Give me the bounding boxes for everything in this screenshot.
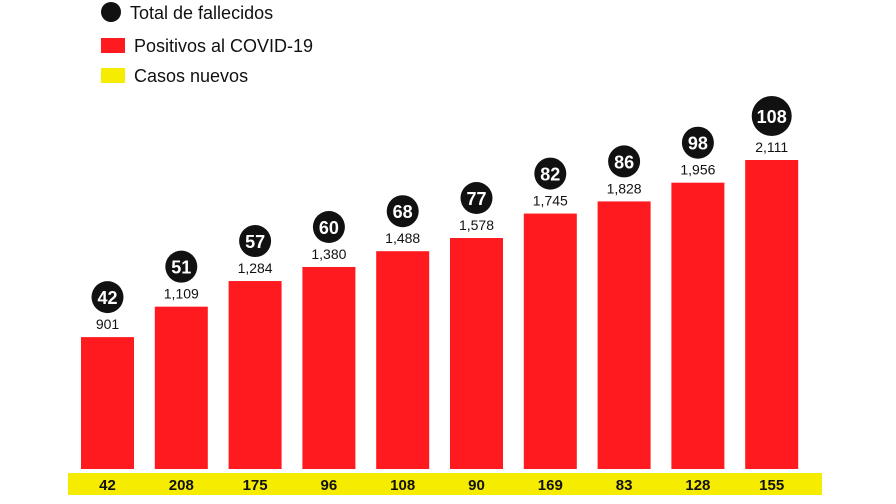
bar-positives [302,267,356,469]
deaths-circle [751,96,792,136]
new-cases-value-label: 155 [759,477,784,494]
legend-red-square-icon [101,38,125,53]
bar-positives [450,238,503,469]
deaths-circle [460,182,493,215]
bar-positives [523,213,577,469]
deaths-value-label: 86 [614,152,634,172]
deaths-circle [312,211,345,244]
deaths-circle [386,195,419,228]
bar-value-label: 901 [96,316,120,332]
legend-circle-icon [101,2,121,22]
bar-positives [154,306,208,469]
bar-value-label: 2,111 [755,139,788,155]
bar-value-label: 1,109 [164,286,199,302]
bar-value-label: 1,828 [607,180,642,196]
bar-positives [81,337,134,469]
new-cases-value-label: 208 [169,477,194,494]
bar-positives [745,160,799,469]
deaths-circle [165,250,198,283]
deaths-circle [608,145,641,178]
deaths-value-label: 42 [97,288,117,308]
new-cases-value-label: 83 [616,477,633,494]
new-cases-value-label: 108 [390,477,415,494]
deaths-value-label: 51 [171,258,191,278]
legend-yellow-square-icon [101,68,125,83]
bar-positives [597,201,651,469]
bar-value-label: 1,488 [385,230,420,246]
bar-positives [376,251,430,469]
legend-label-positives: Positivos al COVID-19 [134,36,313,56]
deaths-circle [534,157,567,190]
bar-value-label: 1,284 [238,260,273,276]
deaths-value-label: 60 [319,218,339,238]
deaths-value-label: 68 [393,202,413,222]
new-cases-value-label: 90 [468,477,485,494]
bar-positives [228,281,282,469]
deaths-value-label: 82 [540,165,560,185]
deaths-circle [239,225,272,258]
deaths-circle [681,126,714,159]
deaths-value-label: 57 [245,232,265,252]
bar-value-label: 1,578 [459,217,494,233]
bar-value-label: 1,745 [533,193,568,209]
new-cases-value-label: 175 [243,477,268,494]
deaths-value-label: 98 [688,134,708,154]
deaths-circle [91,281,124,314]
new-cases-value-label: 169 [538,477,563,494]
new-cases-value-label: 42 [99,477,116,494]
bar-value-label: 1,956 [680,162,715,178]
new-cases-band [68,473,822,495]
deaths-value-label: 108 [757,107,787,127]
bar-value-label: 1,380 [311,246,346,262]
legend: Total de fallecidos Positivos al COVID-1… [101,2,313,86]
legend-label-new-cases: Casos nuevos [134,66,248,86]
bar-positives [671,182,725,469]
new-cases-value-label: 128 [685,477,710,494]
new-cases-value-label: 96 [321,477,338,494]
legend-label-deaths: Total de fallecidos [130,3,273,23]
deaths-value-label: 77 [466,189,486,209]
